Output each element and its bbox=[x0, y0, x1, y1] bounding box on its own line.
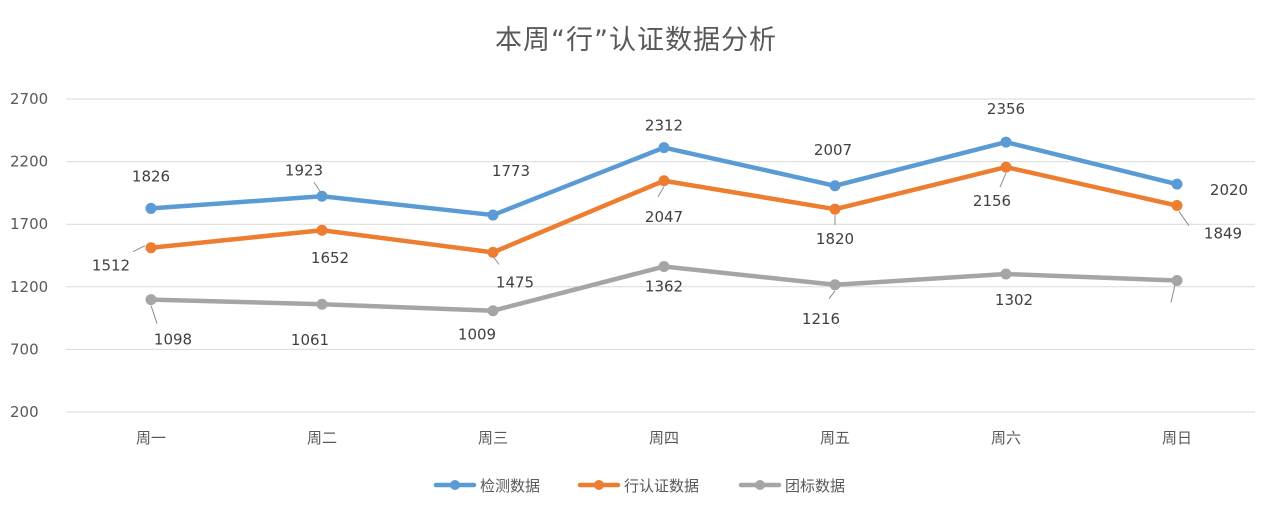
data-label: 2312 bbox=[645, 117, 683, 135]
data-point bbox=[316, 298, 328, 310]
data-label: 1849 bbox=[1204, 225, 1242, 243]
data-point bbox=[829, 203, 841, 215]
leader-line bbox=[1170, 284, 1176, 303]
data-point bbox=[487, 305, 499, 317]
leader-line bbox=[150, 305, 158, 324]
data-point bbox=[316, 190, 328, 202]
y-tick-label: 2200 bbox=[10, 153, 48, 171]
data-point bbox=[1000, 161, 1012, 173]
leader-line bbox=[132, 245, 146, 253]
leader-line bbox=[999, 172, 1007, 188]
x-tick-label: 周日 bbox=[1162, 429, 1192, 447]
data-point bbox=[829, 279, 841, 291]
leader-line bbox=[657, 186, 665, 198]
data-label: 2356 bbox=[987, 100, 1025, 118]
data-point bbox=[487, 246, 499, 258]
data-label: 1302 bbox=[995, 291, 1033, 309]
x-tick-label: 周二 bbox=[307, 429, 337, 447]
y-tick-label: 700 bbox=[10, 340, 39, 358]
legend-marker bbox=[755, 480, 765, 490]
legend-marker bbox=[450, 480, 460, 490]
data-label: 2007 bbox=[814, 141, 852, 159]
data-point bbox=[1171, 275, 1183, 287]
data-point bbox=[1000, 136, 1012, 148]
data-point bbox=[658, 175, 670, 187]
legend-marker bbox=[594, 480, 604, 490]
leader-line bbox=[1178, 211, 1190, 226]
data-label: 2020 bbox=[1210, 181, 1248, 199]
legend-label: 检测数据 bbox=[480, 477, 540, 495]
legend-label: 行认证数据 bbox=[624, 477, 699, 495]
data-label: 1923 bbox=[285, 161, 323, 179]
y-tick-label: 1200 bbox=[10, 278, 48, 296]
data-point bbox=[829, 180, 841, 192]
data-label: 2047 bbox=[645, 208, 683, 226]
legend-label: 团标数据 bbox=[785, 477, 845, 495]
data-point bbox=[145, 242, 157, 254]
data-point bbox=[145, 294, 157, 306]
data-label: 1098 bbox=[154, 331, 192, 349]
data-point bbox=[1000, 268, 1012, 280]
data-label: 1652 bbox=[311, 249, 349, 267]
y-tick-label: 200 bbox=[10, 403, 39, 421]
data-point bbox=[145, 202, 157, 214]
data-label: 1475 bbox=[496, 273, 534, 291]
data-point bbox=[316, 224, 328, 236]
data-label: 1061 bbox=[291, 331, 329, 349]
data-label: 1820 bbox=[816, 230, 854, 248]
data-label: 2156 bbox=[973, 192, 1011, 210]
data-point bbox=[1171, 178, 1183, 190]
data-point bbox=[658, 261, 670, 273]
y-tick-label: 1700 bbox=[10, 215, 48, 233]
x-tick-label: 周三 bbox=[478, 429, 508, 447]
data-label: 1216 bbox=[802, 310, 840, 328]
data-point bbox=[487, 209, 499, 221]
x-tick-label: 周四 bbox=[649, 429, 679, 447]
data-label: 1826 bbox=[132, 167, 170, 185]
x-tick-label: 周六 bbox=[991, 429, 1021, 447]
x-tick-label: 周五 bbox=[820, 429, 850, 447]
leader-line bbox=[313, 182, 323, 195]
data-label: 1362 bbox=[645, 278, 683, 296]
x-tick-label: 周一 bbox=[136, 429, 166, 447]
leader-line bbox=[492, 256, 500, 265]
y-tick-label: 2700 bbox=[10, 90, 48, 108]
leader-line bbox=[828, 290, 836, 300]
data-label: 1773 bbox=[492, 162, 530, 180]
data-label: 1009 bbox=[458, 326, 496, 344]
data-point bbox=[658, 142, 670, 154]
data-point bbox=[1171, 200, 1183, 212]
data-label: 1512 bbox=[92, 257, 130, 275]
chart-title: 本周“行”认证数据分析 bbox=[495, 25, 777, 56]
